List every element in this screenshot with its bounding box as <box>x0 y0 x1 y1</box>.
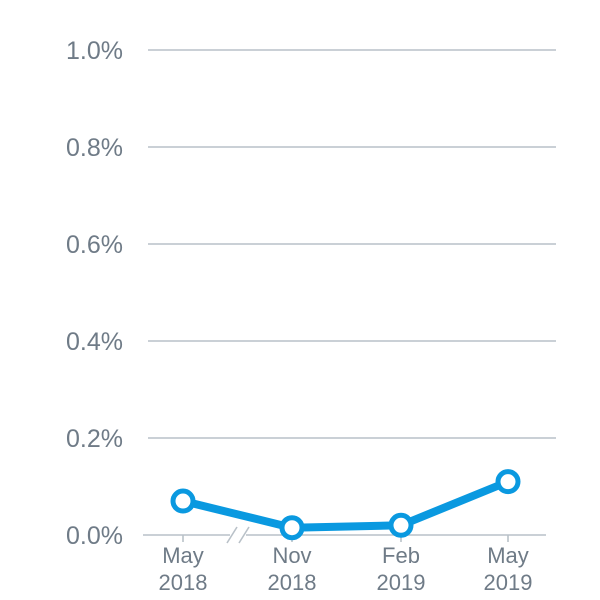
data-point <box>388 512 414 538</box>
data-point <box>279 515 305 541</box>
data-point <box>170 488 196 514</box>
x-tick-label: Nov <box>272 543 311 568</box>
x-tick-label: 2018 <box>159 570 208 595</box>
y-tick-label: 0.6% <box>66 231 123 259</box>
x-tick-label: May <box>487 543 529 568</box>
x-tick-label: May <box>162 543 204 568</box>
x-tick-label: 2018 <box>268 570 317 595</box>
y-tick-label: 0.8% <box>66 134 123 162</box>
y-tick-label: 1.0% <box>66 37 123 65</box>
series-line <box>179 477 512 532</box>
data-point <box>495 469 521 495</box>
series-layer <box>170 469 521 541</box>
axis-break-mark <box>238 526 250 544</box>
x-tick-label: Feb <box>382 543 420 568</box>
y-tick-label: 0.0% <box>66 522 123 550</box>
x-tick-label: 2019 <box>484 570 533 595</box>
axis-break-mark <box>226 526 238 544</box>
y-tick-label: 0.4% <box>66 328 123 356</box>
x-tick-label: 2019 <box>377 570 426 595</box>
grid-layer <box>148 49 556 439</box>
y-tick-label: 0.2% <box>66 425 123 453</box>
y-tick-labels: 0.0% 0.2% 0.4% 0.6% 0.8% 1.0% <box>66 37 123 550</box>
